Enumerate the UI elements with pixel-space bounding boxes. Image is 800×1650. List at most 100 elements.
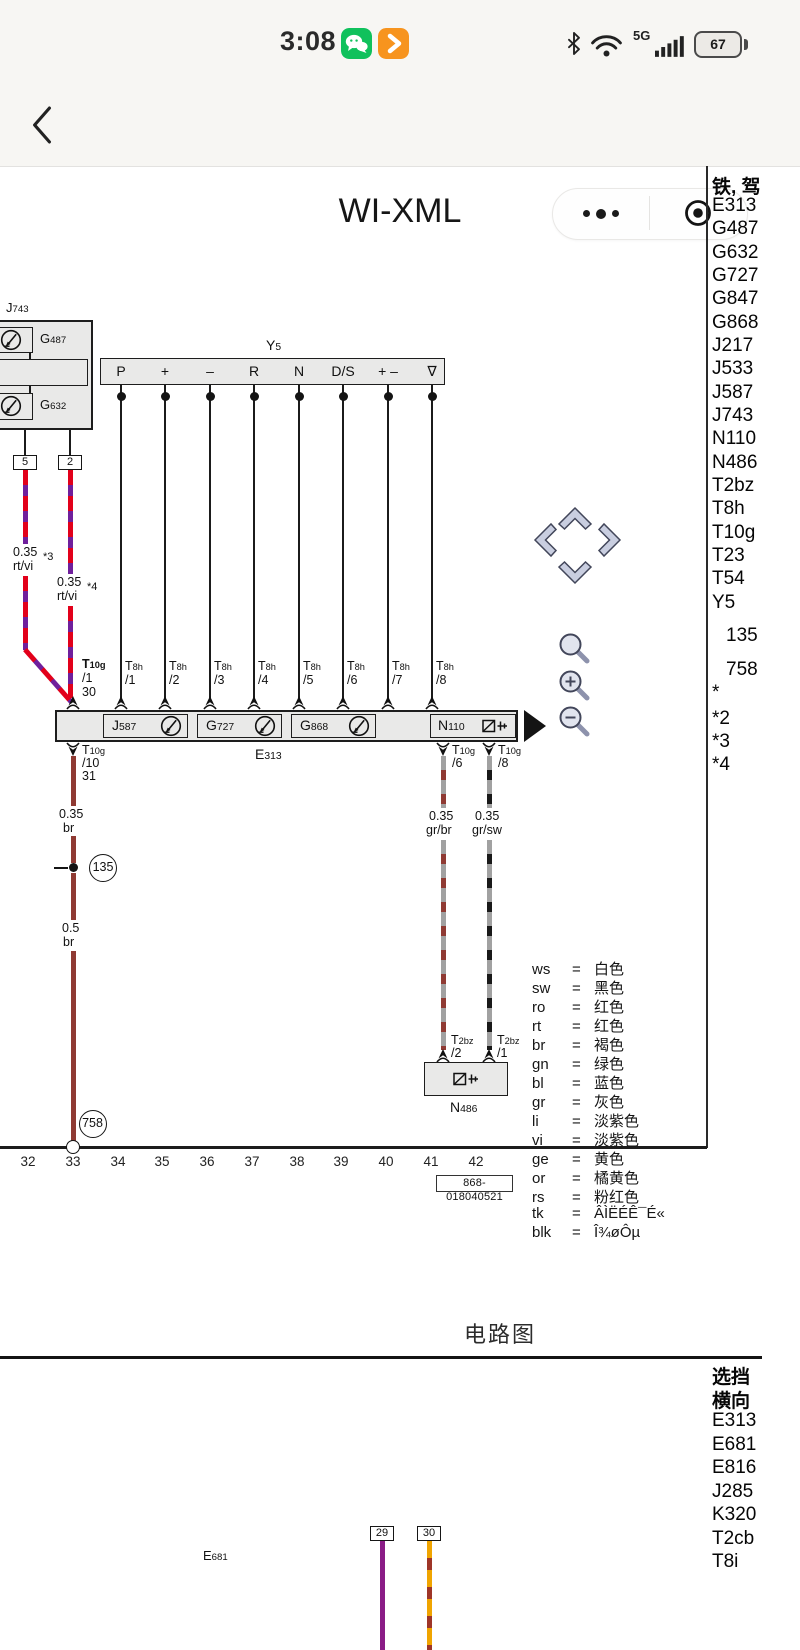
component-box-y5 (100, 358, 445, 385)
zoom-out-button[interactable] (557, 704, 591, 738)
grid-tick: 32 (20, 1154, 36, 1169)
pin-stub (69, 430, 71, 455)
color-name: 红色 (594, 999, 625, 1016)
signal-bars-icon (655, 36, 684, 57)
list-item: E313 (712, 195, 757, 216)
pan-left-button[interactable] (532, 522, 558, 558)
zoom-in-button[interactable] (557, 668, 591, 702)
junction-tick (54, 866, 68, 869)
pin-arrow-icon (292, 696, 306, 710)
document-number: 868-018040521 (436, 1175, 513, 1203)
y5-cell: + – (378, 363, 398, 379)
y5-cell: N (293, 363, 305, 379)
connector-label-t8h: T8h (125, 659, 143, 673)
list-item: J743 (712, 405, 754, 426)
connector-pin-label: /8 (436, 673, 447, 687)
status-time: 3:08 (280, 26, 337, 56)
wire-rt-vi (67, 470, 73, 574)
color-code: gn (532, 1056, 549, 1073)
close-minimize-icon[interactable] (673, 188, 723, 238)
junction-dot (383, 392, 393, 401)
wire-li (379, 1541, 385, 1650)
pan-up-button[interactable] (557, 505, 593, 531)
wire-color-label: br (63, 821, 75, 835)
inner-box-j743 (0, 359, 88, 386)
wire-black (164, 385, 166, 698)
ground-rail-line (0, 1146, 707, 1149)
nav-bar: WI-XML (0, 88, 800, 240)
list-item: G487 (712, 218, 759, 239)
color-code: rs (532, 1189, 545, 1206)
junction-dot (427, 392, 437, 401)
color-name: 淡紫色 (594, 1132, 640, 1149)
color-code: gr (532, 1094, 546, 1111)
circuit-ref-758: 758 (78, 1110, 107, 1138)
y5-cell: R (248, 363, 260, 379)
pin-arrow-icon (436, 742, 450, 756)
list-item: G847 (712, 288, 759, 309)
color-name: 黄色 (594, 1151, 625, 1168)
network-type-label: 5G (633, 28, 651, 43)
list-item-note: *4 (712, 754, 730, 775)
grid-tick: 33 (65, 1154, 81, 1169)
wire-color-label: br (63, 935, 75, 949)
wire-gr-br (440, 756, 446, 808)
solenoid-valve-icon (482, 719, 508, 733)
inner-box-g727 (197, 714, 282, 738)
wire-black (342, 385, 344, 698)
equals-sign: = (572, 999, 581, 1016)
list-item-note: *2 (712, 708, 730, 729)
color-name: 褐色 (594, 1037, 625, 1054)
circuit-ref-135: 135 (89, 854, 117, 882)
color-code: br (532, 1037, 546, 1054)
wire-size-label: 0.35 (57, 575, 82, 589)
pan-down-button[interactable] (557, 560, 593, 586)
wire-rt-vi (67, 606, 73, 698)
pin-number-box: 29 (370, 1526, 394, 1541)
list-item: T2bz (712, 475, 755, 496)
list-item: T2cb (712, 1528, 755, 1549)
equals-sign: = (572, 1151, 581, 1168)
zoom-reset-button[interactable] (557, 631, 591, 665)
back-icon[interactable] (30, 106, 54, 144)
wire-color-label: rt/vi (57, 589, 78, 603)
speed-sensor-icon (0, 329, 22, 351)
connector-label-t8h: T8h (214, 659, 232, 673)
speed-sensor-icon (254, 715, 276, 737)
list-item-ref: 135 (726, 625, 758, 646)
equals-sign: = (572, 1224, 581, 1241)
grid-tick: 42 (468, 1154, 484, 1169)
connector-label-t10g: T10g (82, 743, 106, 757)
component-label-j587: J587 (112, 717, 137, 734)
color-code: sw (532, 980, 551, 997)
wifi-icon (591, 35, 622, 57)
inner-box-g868 (291, 714, 376, 738)
color-code: or (532, 1170, 546, 1187)
list-item: N110 (712, 428, 757, 449)
grid-tick: 40 (378, 1154, 394, 1169)
pin-number-box: 5 (13, 455, 37, 470)
legend-panel-header: 铁, 驾 (712, 177, 761, 198)
grid-tick: 34 (110, 1154, 126, 1169)
list-item: T8i (712, 1551, 739, 1572)
connector-label-t2bz: T2bz (451, 1033, 474, 1047)
terminal-label: 31 (82, 769, 96, 783)
list-item: G868 (712, 312, 759, 333)
capsule-divider (649, 196, 650, 230)
wire-note-ref: *4 (87, 581, 98, 593)
wire-size-label: 0.5 (62, 921, 80, 935)
wire-black (387, 385, 389, 698)
wire-black (120, 385, 122, 698)
junction-dot (205, 392, 215, 401)
connector-pin-label: /7 (392, 673, 403, 687)
connector-label-t8h: T8h (392, 659, 410, 673)
equals-sign: = (572, 1132, 581, 1149)
pin-arrow-icon (158, 696, 172, 710)
list-item: J587 (712, 382, 754, 403)
color-name: 红色 (594, 1018, 625, 1035)
list-item: G727 (712, 265, 759, 286)
pan-right-button[interactable] (597, 522, 623, 558)
component-label-g487: G487 (40, 331, 67, 347)
more-button[interactable] (570, 188, 649, 238)
